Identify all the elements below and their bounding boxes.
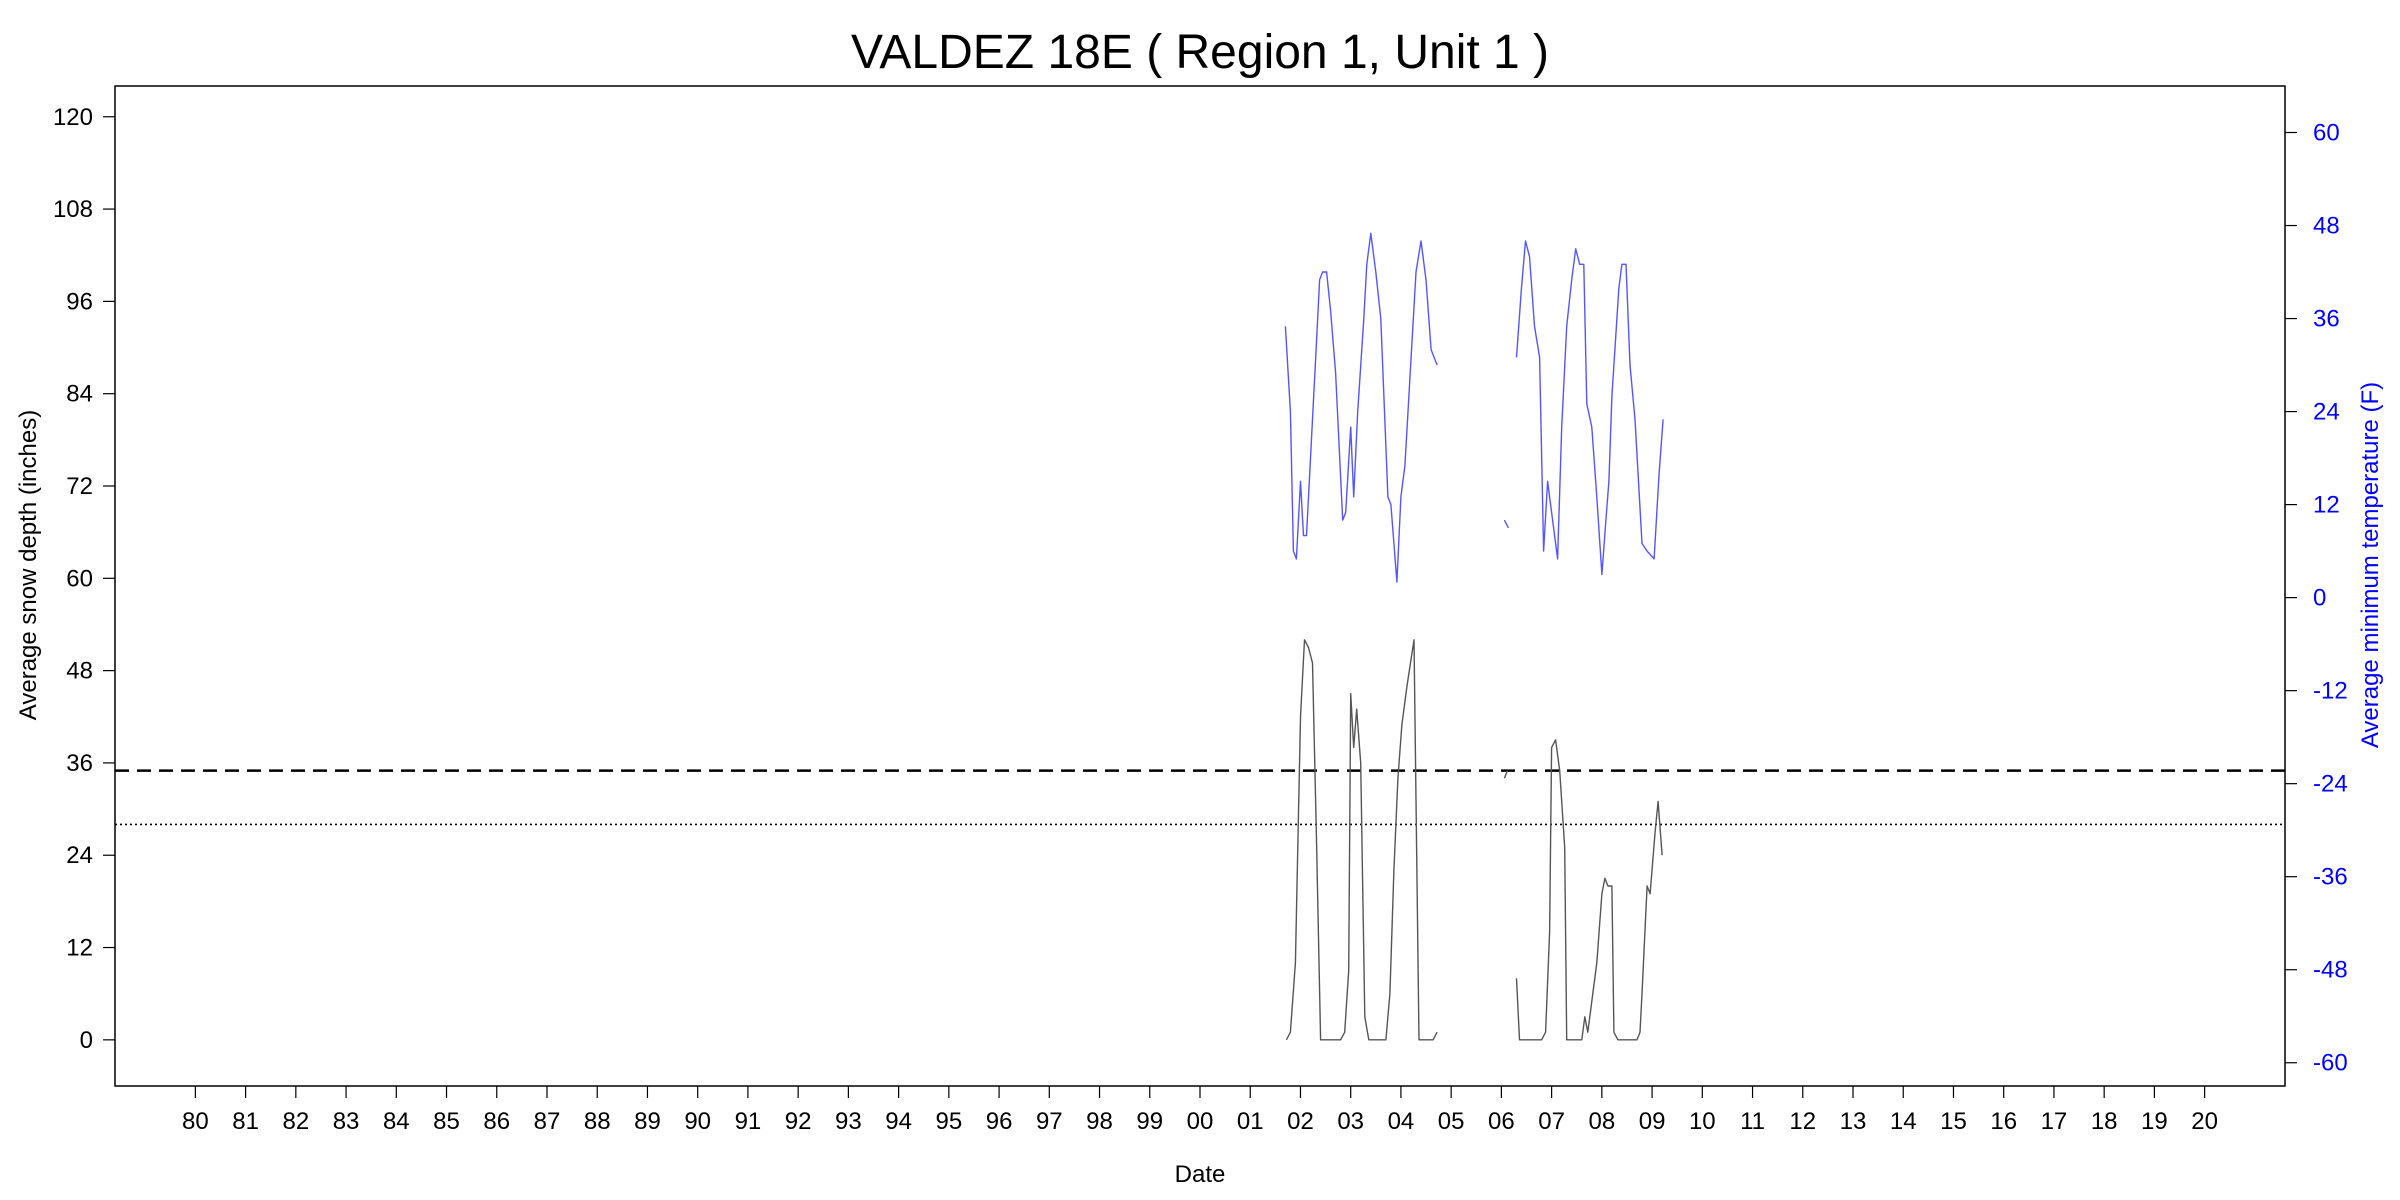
x-tick-label: 89 (634, 1108, 661, 1135)
series-group (1284, 232, 1664, 1041)
x-tick-label: 90 (684, 1108, 711, 1135)
x-tick-label: 03 (1337, 1108, 1364, 1135)
x-tick-label: 07 (1538, 1108, 1565, 1135)
y-left-tick-label: 108 (53, 196, 93, 223)
x-tick-label: 84 (383, 1108, 410, 1135)
x-tick-label: 96 (986, 1108, 1013, 1135)
x-tick-label: 99 (1136, 1108, 1163, 1135)
x-tick-label: 16 (1990, 1108, 2017, 1135)
x-tick-label: 82 (282, 1108, 309, 1135)
x-tick-label: 02 (1287, 1108, 1314, 1135)
y-right-tick-label: -12 (2313, 678, 2348, 705)
x-axis: 80 81 82 83 84 85 86 87 88 89 90 91 92 93 94 95 96 97 98 99… (182, 1086, 2218, 1135)
x-tick-label: 94 (885, 1108, 912, 1135)
x-tick-label: 80 (182, 1108, 209, 1135)
y-right-tick-label: -24 (2313, 771, 2348, 798)
snow-depth-series (1285, 639, 1663, 1041)
temperature-line-segment (1284, 232, 1438, 583)
x-tick-label: 00 (1187, 1108, 1214, 1135)
x-tick-label: 97 (1036, 1108, 1063, 1135)
y-axis-right: -60 -48 -36 -24 -12 0 12 24 36 48 60 (2285, 120, 2348, 1077)
x-tick-label: 92 (785, 1108, 812, 1135)
x-tick-label: 85 (433, 1108, 460, 1135)
y-left-tick-label: 120 (53, 104, 93, 131)
y-right-tick-label: -36 (2313, 864, 2348, 891)
y-left-tick-label: 48 (66, 658, 93, 685)
x-tick-label: 19 (2141, 1108, 2168, 1135)
y-left-tick-label: 96 (66, 288, 93, 315)
x-tick-label: 08 (1589, 1108, 1616, 1135)
temperature-line-segment (1515, 240, 1664, 576)
x-tick-label: 18 (2091, 1108, 2118, 1135)
x-tick-label: 11 (1740, 1108, 1765, 1135)
x-tick-label: 09 (1639, 1108, 1666, 1135)
y-axis-right-label: Average minimum temperature (F) (2357, 382, 2384, 748)
x-tick-label: 95 (935, 1108, 962, 1135)
y-right-tick-label: 24 (2313, 399, 2340, 426)
x-tick-label: 81 (232, 1108, 259, 1135)
y-left-tick-label: 84 (66, 381, 93, 408)
chart-title: VALDEZ 18E ( Region 1, Unit 1 ) (851, 26, 1549, 79)
y-axis-left-label: Average snow depth (inches) (15, 410, 42, 720)
x-tick-label: 17 (2041, 1108, 2068, 1135)
temperature-line-segment (1503, 519, 1510, 529)
x-tick-label: 14 (1890, 1108, 1917, 1135)
snow-depth-line-segment (1285, 639, 1438, 1041)
x-tick-label: 20 (2191, 1108, 2218, 1135)
y-left-tick-label: 60 (66, 565, 93, 592)
y-right-tick-label: 0 (2313, 585, 2326, 612)
y-left-tick-label: 12 (66, 935, 93, 962)
y-right-tick-label: 12 (2313, 492, 2340, 519)
x-tick-label: 15 (1940, 1108, 1967, 1135)
x-tick-label: 10 (1689, 1108, 1716, 1135)
y-left-tick-label: 36 (66, 750, 93, 777)
y-right-tick-label: 60 (2313, 120, 2340, 147)
x-tick-label: 87 (534, 1108, 561, 1135)
x-tick-label: 91 (735, 1108, 762, 1135)
x-tick-label: 06 (1488, 1108, 1515, 1135)
x-tick-label: 05 (1438, 1108, 1465, 1135)
y-axis-left: 0 12 24 36 48 60 72 84 96 108 120 (53, 104, 115, 1054)
x-axis-label: Date (1175, 1161, 1226, 1188)
y-left-tick-label: 0 (80, 1027, 93, 1054)
x-tick-label: 88 (584, 1108, 611, 1135)
x-tick-label: 86 (483, 1108, 510, 1135)
x-tick-label: 13 (1840, 1108, 1867, 1135)
x-tick-label: 04 (1388, 1108, 1415, 1135)
reference-lines (115, 769, 2285, 826)
x-tick-label: 12 (1789, 1108, 1816, 1135)
x-tick-label: 93 (835, 1108, 862, 1135)
temperature-series (1284, 232, 1664, 583)
y-right-tick-label: -60 (2313, 1050, 2348, 1077)
x-tick-label: 98 (1086, 1108, 1113, 1135)
x-tick-label: 83 (333, 1108, 360, 1135)
snow-depth-line-segment (1503, 770, 1509, 779)
x-tick-label: 01 (1237, 1108, 1264, 1135)
y-right-tick-label: 36 (2313, 306, 2340, 333)
y-right-tick-label: -48 (2313, 957, 2348, 984)
snow-depth-line-segment (1515, 739, 1663, 1041)
y-left-tick-label: 72 (66, 473, 93, 500)
y-right-tick-label: 48 (2313, 213, 2340, 240)
y-left-tick-label: 24 (66, 842, 93, 869)
